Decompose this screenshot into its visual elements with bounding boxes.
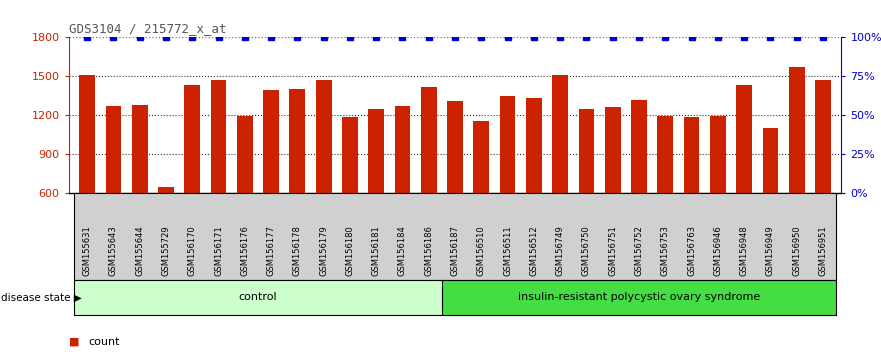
Bar bbox=[552, 75, 568, 193]
Text: GSM156753: GSM156753 bbox=[661, 225, 670, 276]
Text: GSM156750: GSM156750 bbox=[582, 225, 591, 276]
Bar bbox=[448, 101, 463, 193]
Text: GSM156749: GSM156749 bbox=[556, 225, 565, 276]
Text: GSM156177: GSM156177 bbox=[267, 225, 276, 276]
Bar bbox=[106, 106, 122, 193]
Text: GSM156512: GSM156512 bbox=[529, 225, 538, 276]
Text: insulin-resistant polycystic ovary syndrome: insulin-resistant polycystic ovary syndr… bbox=[518, 292, 760, 302]
Text: GSM155644: GSM155644 bbox=[135, 225, 144, 276]
Text: GSM156951: GSM156951 bbox=[818, 225, 827, 276]
Bar bbox=[184, 85, 200, 193]
Text: GSM156511: GSM156511 bbox=[503, 225, 512, 276]
Bar bbox=[368, 109, 384, 193]
Bar bbox=[737, 85, 752, 193]
Text: control: control bbox=[239, 292, 278, 302]
Text: GSM156184: GSM156184 bbox=[398, 225, 407, 276]
Text: GSM156176: GSM156176 bbox=[241, 225, 249, 276]
Text: GSM156751: GSM156751 bbox=[608, 225, 618, 276]
Bar bbox=[684, 117, 700, 193]
Text: GSM156948: GSM156948 bbox=[740, 225, 749, 276]
Bar bbox=[605, 107, 620, 193]
Bar bbox=[815, 80, 831, 193]
Bar bbox=[788, 67, 804, 193]
Text: GSM155729: GSM155729 bbox=[161, 225, 170, 276]
Text: GSM156763: GSM156763 bbox=[687, 225, 696, 276]
Bar bbox=[132, 105, 147, 193]
Text: GSM155643: GSM155643 bbox=[109, 225, 118, 276]
Bar bbox=[500, 96, 515, 193]
Text: GSM156946: GSM156946 bbox=[714, 225, 722, 276]
Bar bbox=[395, 106, 411, 193]
Text: GSM155631: GSM155631 bbox=[83, 225, 92, 276]
Bar bbox=[710, 116, 726, 193]
Text: GDS3104 / 215772_x_at: GDS3104 / 215772_x_at bbox=[69, 22, 226, 35]
Bar bbox=[342, 117, 358, 193]
Bar bbox=[473, 121, 489, 193]
Bar bbox=[657, 116, 673, 193]
Text: ■: ■ bbox=[69, 337, 83, 347]
Bar bbox=[158, 187, 174, 193]
Text: GSM156949: GSM156949 bbox=[766, 225, 775, 276]
Bar bbox=[579, 109, 595, 193]
Text: GSM156179: GSM156179 bbox=[319, 225, 328, 276]
Bar bbox=[79, 75, 95, 193]
Bar bbox=[526, 98, 542, 193]
Bar bbox=[211, 80, 226, 193]
Text: count: count bbox=[88, 337, 120, 347]
Text: GSM156181: GSM156181 bbox=[372, 225, 381, 276]
Text: disease state ▶: disease state ▶ bbox=[1, 292, 82, 302]
Bar bbox=[263, 90, 279, 193]
Bar bbox=[237, 116, 253, 193]
Bar bbox=[315, 80, 331, 193]
Bar bbox=[421, 87, 437, 193]
Bar bbox=[290, 89, 305, 193]
Text: GSM156178: GSM156178 bbox=[292, 225, 302, 276]
Text: GSM156180: GSM156180 bbox=[345, 225, 354, 276]
Text: GSM156950: GSM156950 bbox=[792, 225, 801, 276]
Bar bbox=[631, 100, 647, 193]
Text: GSM156187: GSM156187 bbox=[450, 225, 460, 276]
Text: GSM156752: GSM156752 bbox=[634, 225, 643, 276]
Text: GSM156186: GSM156186 bbox=[425, 225, 433, 276]
Text: GSM156171: GSM156171 bbox=[214, 225, 223, 276]
Text: GSM156170: GSM156170 bbox=[188, 225, 196, 276]
Bar bbox=[763, 128, 778, 193]
Text: GSM156510: GSM156510 bbox=[477, 225, 485, 276]
